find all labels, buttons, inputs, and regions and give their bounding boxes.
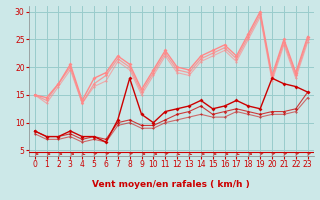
- X-axis label: Vent moyen/en rafales ( km/h ): Vent moyen/en rafales ( km/h ): [92, 180, 250, 189]
